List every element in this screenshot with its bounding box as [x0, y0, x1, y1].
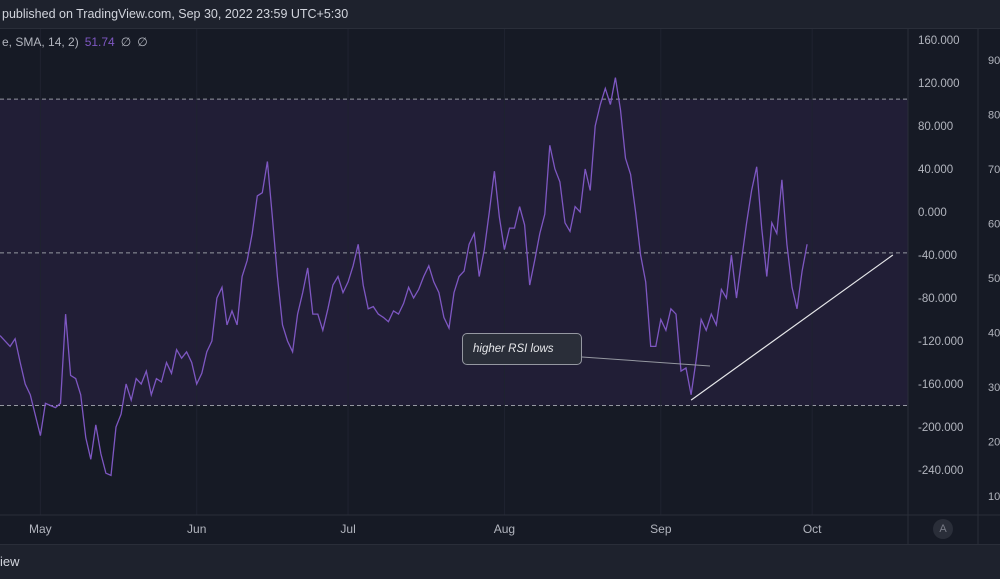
trendline[interactable]	[690, 254, 894, 401]
price-tick-label: -240.000	[918, 465, 963, 477]
secondary-tick-label: 70	[988, 164, 1000, 176]
time-tick-label: Jul	[340, 522, 355, 536]
grid-layer	[39, 29, 813, 515]
time-axis[interactable]: May Jun Jul Aug Sep Oct	[29, 522, 822, 536]
secondary-price-axis[interactable]: 90 80 70 60 50 40 30 20 10	[988, 55, 1000, 503]
secondary-tick-label: 40	[988, 328, 1000, 340]
price-tick-label: -160.000	[918, 379, 963, 391]
indicator-legend[interactable]: e, SMA, 14, 2) 51.74 ∅ ∅	[2, 35, 148, 49]
price-tick-label: 80.000	[918, 121, 953, 133]
price-tick-label: 120.000	[918, 78, 960, 90]
price-tick-label: -200.000	[918, 422, 963, 434]
legend-na-2: ∅	[137, 35, 148, 49]
price-axis[interactable]: 160.000 120.000 80.000 40.000 0.000 -40.000 -8…	[918, 35, 963, 477]
publish-info-bar: published on TradingView.com, Sep 30, 20…	[0, 0, 1000, 29]
time-tick-label: May	[29, 522, 52, 536]
legend-value: 51.74	[84, 35, 115, 49]
secondary-tick-label: 80	[988, 110, 1000, 122]
price-tick-label: -80.000	[918, 293, 957, 305]
price-tick-label: -40.000	[918, 250, 957, 262]
auto-scale-button[interactable]: A	[933, 519, 953, 539]
secondary-tick-label: 50	[988, 273, 1000, 285]
secondary-tick-label: 10	[988, 491, 1000, 503]
secondary-tick-label: 30	[988, 382, 1000, 394]
secondary-tick-label: 90	[988, 55, 1000, 67]
secondary-tick-label: 60	[988, 219, 1000, 231]
bottom-bar: iew	[0, 544, 1000, 579]
rsi-chart[interactable]: 160.000 120.000 80.000 40.000 0.000 -40.000 -8…	[0, 29, 1000, 544]
time-tick-label: Jun	[187, 522, 206, 536]
price-tick-label: 0.000	[918, 207, 947, 219]
callout-pointer-line	[581, 356, 711, 367]
rsi-band-background	[0, 99, 908, 406]
price-tick-label: 160.000	[918, 35, 960, 47]
price-tick-label: 40.000	[918, 164, 953, 176]
legend-na-1: ∅	[120, 35, 132, 49]
time-tick-label: Sep	[650, 522, 672, 536]
legend-label: e, SMA, 14, 2)	[2, 35, 79, 49]
rsi-series-line	[0, 77, 808, 477]
secondary-tick-label: 20	[988, 437, 1000, 449]
brand-fragment: iew	[0, 554, 20, 569]
time-tick-label: Oct	[803, 522, 822, 536]
publish-info-text: published on TradingView.com, Sep 30, 20…	[2, 7, 349, 21]
time-tick-label: Aug	[494, 522, 515, 536]
annotation-callout[interactable]: higher RSI lows	[462, 333, 582, 365]
price-tick-label: -120.000	[918, 336, 963, 348]
